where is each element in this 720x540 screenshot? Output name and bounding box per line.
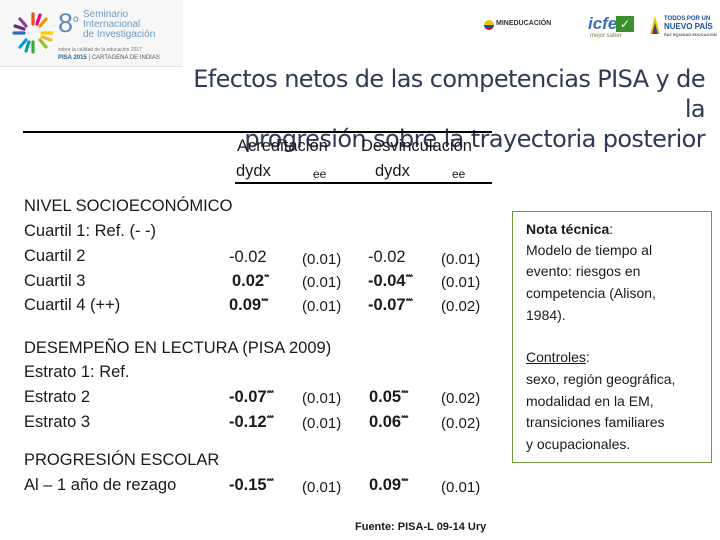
hummingbird-icon: [650, 16, 660, 34]
acreditacion-ee: (0.01): [302, 390, 342, 407]
desvinculacion-dydx: 0.05***: [369, 388, 409, 406]
icfes-tagline: mejor saber: [590, 33, 622, 39]
row-label: Al – 1 año de rezago: [24, 476, 177, 494]
pisa-strip: PISA 2015 | CARTAGENA DE INDIAS: [58, 55, 160, 61]
note-line: competencia (Alison,: [526, 285, 656, 301]
desvinculacion-dydx: -0.04***: [368, 272, 413, 290]
seminar-title: Seminario Internacional de Investigación: [83, 9, 156, 40]
column-header-dydx: dydx: [236, 162, 271, 180]
controls-line: y ocupacionales.: [526, 436, 631, 452]
row-label: Estrato 1: Ref.: [24, 363, 130, 381]
column-header-ee: ee: [313, 167, 327, 181]
note-line: Modelo de tiempo al: [526, 242, 653, 258]
technical-note-box: Nota técnica: Modelo de tiempo al evento…: [512, 211, 712, 463]
row-label: Cuartil 1: Ref. (- -): [24, 222, 157, 240]
row-label: Cuartil 3: [24, 272, 86, 290]
desvinculacion-ee: (0.02): [441, 415, 481, 432]
colombia-flag-icon: [484, 20, 494, 30]
desvinculacion-ee: (0.01): [441, 251, 481, 268]
ministry-logo: MINEDUCACIÓN: [496, 20, 552, 27]
desvinculacion-dydx: -0.02: [368, 248, 406, 266]
source-note: Fuente: PISA-L 09-14 Ury: [355, 521, 487, 533]
acreditacion-ee: (0.01): [302, 251, 342, 268]
row-label: Cuartil 2: [24, 247, 86, 265]
acreditacion-dydx: -0.02: [229, 248, 267, 266]
header-band: 8o Seminario Internacional de Investigac…: [0, 0, 720, 67]
desvinculacion-dydx: 0.09***: [369, 476, 409, 494]
column-group-desvinculacion: Desvinculación: [361, 137, 472, 155]
acreditacion-dydx: 0.02**: [232, 272, 269, 290]
desvinculacion-dydx: -0.07***: [368, 296, 413, 314]
note-line: evento: riesgos en: [526, 263, 641, 279]
desvinculacion-ee: (0.02): [441, 390, 481, 407]
note-line: 1984).: [526, 307, 566, 323]
controls-line: modalidad en la EM,: [526, 393, 654, 409]
acreditacion-dydx: -0.07***: [229, 388, 274, 406]
row-label: Estrato 2: [24, 388, 91, 406]
table-top-rule: [23, 131, 492, 133]
column-header-dydx: dydx: [375, 162, 410, 180]
note-heading: Nota técnica:: [526, 221, 614, 237]
slide-title: Efectos netos de las competencias PISA y…: [193, 65, 705, 153]
table-header-rule: [235, 182, 492, 184]
sunburst-logo-icon: [12, 12, 54, 54]
column-group-acreditacion: Acreditación: [237, 137, 328, 155]
column-header-ee: ee: [452, 167, 466, 181]
desvinculacion-ee: (0.01): [441, 479, 481, 496]
section-heading: DESEMPEÑO EN LECTURA (PISA 2009): [24, 339, 332, 357]
desvinculacion-ee: (0.01): [441, 274, 481, 291]
desvinculacion-dydx: 0.06***: [369, 413, 409, 431]
acreditacion-ee: (0.01): [302, 274, 342, 291]
acreditacion-ee: (0.01): [302, 415, 342, 432]
seminar-logo-box: 8o Seminario Internacional de Investigac…: [0, 0, 183, 67]
controls-line: sexo, región geográfica,: [526, 371, 676, 387]
acreditacion-dydx: 0.09***: [229, 296, 269, 314]
todos-por-un-nuevo-pais-logo: TODOS POR UN NUEVO PAÍS PAZ EQUIDAD EDUC…: [664, 16, 717, 37]
section-heading: PROGRESIÓN ESCOLAR: [24, 451, 220, 469]
seminar-number: 8o: [58, 8, 79, 38]
section-heading: NIVEL SOCIOECONÓMICO: [24, 197, 233, 215]
row-label: Cuartil 4 (++): [24, 296, 121, 314]
row-label: Estrato 3: [24, 413, 91, 431]
acreditacion-dydx: -0.12***: [229, 413, 274, 431]
acreditacion-ee: (0.01): [302, 479, 342, 496]
desvinculacion-ee: (0.02): [441, 298, 481, 315]
acreditacion-ee: (0.01): [302, 298, 342, 315]
controls-line: transiciones familiares: [526, 414, 665, 430]
seminar-subtitle: sobre la calidad de la educación 2017: [58, 47, 142, 53]
checkmark-icon: ✓: [616, 16, 634, 32]
acreditacion-dydx: -0.15***: [229, 476, 274, 494]
controls-heading: Controles:: [526, 349, 590, 365]
